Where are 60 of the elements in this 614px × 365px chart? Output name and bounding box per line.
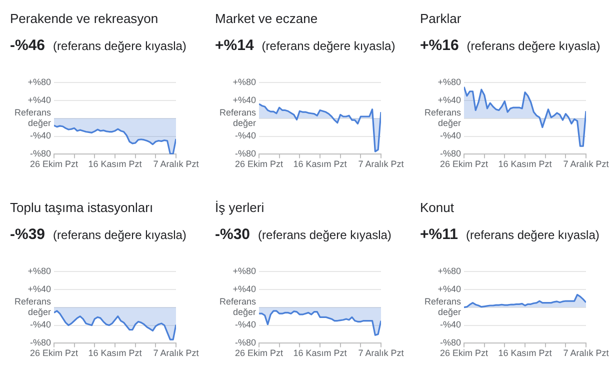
y-tick-label: +%40 (232, 284, 256, 294)
y-tick-label: +%40 (232, 94, 256, 105)
x-tick-label: 16 Kasım Pzt (293, 348, 348, 358)
chart-title: Perakende ve rekreasyon (10, 11, 158, 26)
y-tick-label: +%40 (28, 284, 51, 294)
x-tick-label: 16 Kasım Pzt (498, 159, 552, 170)
chart-subtitle: -%39 (referans değere kıyasla) (10, 226, 186, 243)
y-tick-label: -%40 (30, 320, 51, 330)
x-tick-label: 26 Ekim Pzt (30, 348, 79, 358)
x-tick-label: 16 Kasım Pzt (498, 348, 552, 358)
chart-subtitle: +%16 (referans değere kıyasla) (420, 37, 600, 54)
y-tick-label: -%40 (234, 130, 256, 141)
x-tick-label: 7 Aralık Pzt (563, 159, 610, 170)
y-tick-label: Referans değer (14, 296, 52, 318)
y-tick-label: +%80 (232, 76, 256, 87)
x-tick-label: 16 Kasım Pzt (88, 159, 142, 170)
y-tick-label: Referans değer (14, 107, 52, 128)
y-tick-label: +%80 (28, 266, 51, 276)
x-tick-label: 7 Aralık Pzt (153, 159, 200, 170)
chart-subtitle: -%46 (referans değere kıyasla) (10, 37, 186, 54)
chart-title: Market ve eczane (215, 11, 318, 26)
y-tick-label: +%80 (438, 76, 461, 87)
x-tick-label: 7 Aralık Pzt (153, 348, 200, 358)
y-tick-label: -%40 (234, 320, 256, 330)
y-tick-label: +%80 (438, 266, 461, 276)
x-tick-label: 26 Ekim Pzt (234, 348, 284, 358)
x-tick-label: 16 Kasım Pzt (88, 348, 142, 358)
y-tick-label: -%80 (440, 338, 461, 348)
x-tick-label: 7 Aralık Pzt (563, 348, 610, 358)
x-tick-label: 26 Ekim Pzt (440, 348, 489, 358)
y-tick-label: +%40 (438, 94, 461, 105)
x-tick-label: 7 Aralık Pzt (358, 159, 404, 170)
y-tick-label: Referans değer (219, 296, 256, 318)
x-tick-label: 16 Kasım Pzt (293, 159, 348, 170)
y-tick-label: -%40 (440, 130, 461, 141)
chart-subtitle: +%11 (referans değere kıyasla) (420, 226, 600, 243)
y-tick-label: +%40 (28, 94, 51, 105)
chart-title: İş yerleri (215, 200, 264, 215)
x-tick-label: 26 Ekim Pzt (30, 159, 79, 170)
y-tick-label: -%80 (30, 148, 51, 159)
y-tick-label: -%80 (234, 338, 256, 348)
y-tick-label: Referans değer (424, 107, 462, 128)
chart-title: Parklar (420, 11, 462, 26)
y-tick-label: +%40 (438, 284, 461, 294)
chart-subtitle: -%30 (referans değere kıyasla) (215, 226, 392, 243)
y-tick-label: Referans değer (219, 107, 256, 128)
y-tick-label: -%40 (30, 130, 51, 141)
y-tick-label: Referans değer (424, 296, 462, 318)
y-tick-label: +%80 (28, 76, 51, 87)
chart-title: Konut (420, 200, 454, 215)
y-tick-label: -%80 (234, 148, 256, 159)
y-tick-label: -%80 (30, 338, 51, 348)
x-tick-label: 7 Aralık Pzt (358, 348, 404, 358)
x-tick-label: 26 Ekim Pzt (234, 159, 284, 170)
y-tick-label: -%80 (440, 148, 461, 159)
y-tick-label: +%80 (232, 266, 256, 276)
x-tick-label: 26 Ekim Pzt (440, 159, 489, 170)
chart-title: Toplu taşıma istasyonları (10, 200, 154, 215)
y-tick-label: -%40 (440, 320, 461, 330)
chart-subtitle: +%14 (referans değere kıyasla) (215, 37, 396, 54)
